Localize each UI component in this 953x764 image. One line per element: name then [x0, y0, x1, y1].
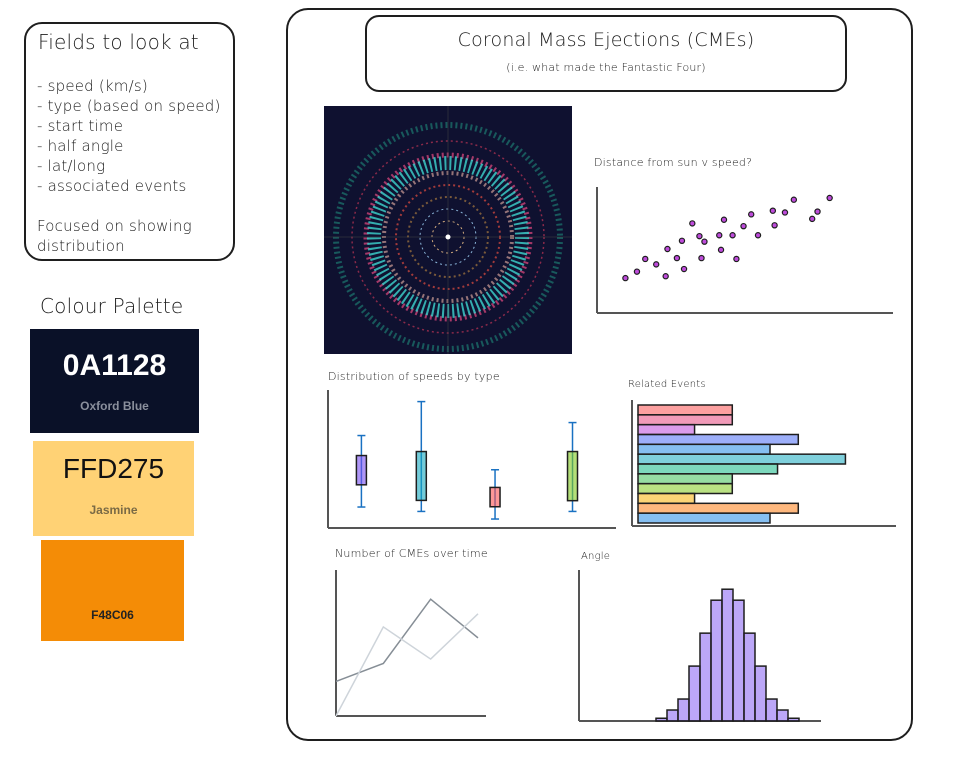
scatter-point [754, 232, 762, 239]
related-events-title: Related Events [628, 379, 706, 390]
field-item: - type (based on speed) [37, 97, 221, 115]
field-item: - start time [37, 117, 124, 135]
event-bar [637, 453, 847, 465]
scatter-point [717, 246, 725, 254]
box-iqr [489, 486, 501, 508]
scatter-point [720, 216, 728, 223]
scatter-point [748, 211, 755, 218]
dashboard-title-box [365, 15, 847, 92]
event-bar [637, 404, 734, 416]
line-series-a [335, 598, 479, 683]
fields-note-box [24, 22, 235, 261]
event-bar [637, 482, 734, 495]
line-series-b [335, 613, 479, 717]
histogram-bar [688, 665, 701, 722]
scatter-title: Distance from sun v speed? [594, 156, 753, 169]
scatter-point [678, 237, 686, 245]
dashboard-subtitle: (i.e. what made the Fantastic Four) [506, 61, 706, 74]
scatter-point [733, 255, 740, 263]
scatter-point [790, 196, 798, 203]
scatter-point [716, 232, 723, 239]
histogram-bar [754, 665, 767, 722]
scatter-point [808, 215, 816, 223]
field-item: - lat/long [37, 157, 106, 175]
event-bar [637, 492, 696, 505]
event-bar [637, 433, 800, 446]
scatter-point [689, 220, 696, 227]
angle-histogram [578, 570, 821, 722]
swatch-orange: F48C06 [41, 540, 184, 641]
scatter-point [729, 232, 736, 239]
palette-title: Colour Palette [40, 294, 184, 318]
scatter-point [771, 222, 778, 229]
fields-list: - speed (km/s) - type (based on speed) -… [37, 76, 221, 196]
scatter-point [701, 238, 708, 245]
swatch-name: Oxford Blue [80, 399, 149, 413]
timeline-title: Number of CMEs over time [335, 547, 488, 560]
event-bar [637, 463, 779, 475]
event-bar [637, 502, 800, 514]
solar-system-image [324, 106, 572, 354]
box-iqr [355, 454, 368, 486]
angle-title: Angle [581, 551, 611, 562]
scatter-point [673, 254, 681, 262]
scatter-point [642, 255, 649, 263]
scatter-point [769, 207, 777, 214]
box-iqr [566, 450, 579, 502]
scatter-point [781, 209, 789, 216]
swatch-jasmine: FFD275 Jasmine [33, 441, 194, 536]
boxplot-title: Distribution of speeds by type [328, 370, 500, 383]
histogram-bar [677, 698, 690, 722]
field-item: - associated events [37, 177, 187, 195]
histogram-bar [743, 632, 756, 722]
scatter-point [633, 268, 641, 275]
swatch-oxford-blue: 0A1128 Oxford Blue [30, 329, 199, 433]
event-bar [637, 512, 771, 524]
swatch-hex: 0A1128 [62, 349, 167, 382]
scatter-point [696, 232, 703, 240]
scatter-point [698, 254, 705, 262]
swatch-name: Jasmine [89, 503, 138, 517]
boxplot-chart [327, 390, 616, 529]
dashboard-frame [286, 8, 913, 741]
swatch-hex: F48C06 [91, 608, 134, 622]
histogram-bar [765, 698, 778, 722]
event-bar [637, 443, 771, 455]
histogram-bar [776, 709, 789, 722]
histogram-bar [666, 709, 679, 722]
field-item: - speed (km/s) [37, 77, 148, 95]
scatter-point [622, 274, 629, 282]
scatter-chart [596, 187, 893, 314]
dashboard-title: Coronal Mass Ejections (CMEs) [457, 29, 755, 51]
histogram-bar [655, 717, 668, 722]
scatter-point [662, 273, 669, 280]
event-bar [637, 473, 734, 485]
fields-title: Fields to look at [38, 30, 199, 54]
swatch-hex: FFD275 [62, 453, 165, 484]
scatter-point [664, 245, 671, 253]
box-iqr [415, 450, 428, 502]
scatter-point [826, 194, 833, 202]
scatter-point [740, 222, 747, 230]
scatter-point [680, 265, 688, 273]
scatter-point [653, 261, 660, 268]
histogram-bar [721, 588, 734, 722]
event-bar [637, 423, 696, 436]
histogram-bar [710, 599, 723, 722]
fields-focus-note: Focused on showing distribution [37, 217, 192, 255]
related-events-chart [631, 400, 896, 527]
histogram-bar [699, 632, 712, 722]
field-item: - half angle [37, 137, 124, 155]
scatter-point [814, 208, 821, 215]
event-bar [637, 414, 734, 426]
histogram-bar [787, 717, 800, 722]
timeline-chart [335, 570, 486, 717]
histogram-bar [732, 599, 745, 722]
